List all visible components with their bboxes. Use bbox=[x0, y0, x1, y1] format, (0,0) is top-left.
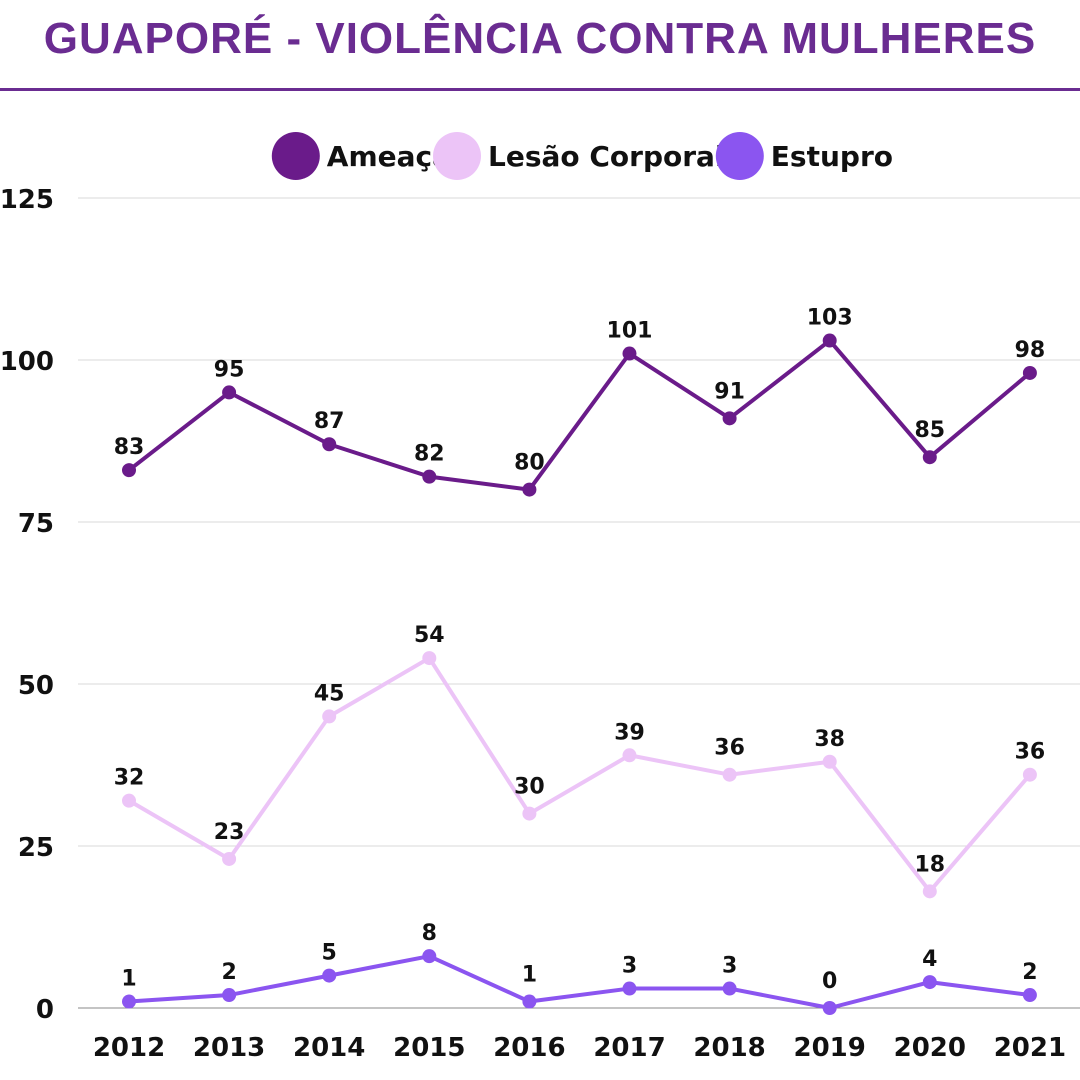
data-label: 95 bbox=[214, 357, 245, 382]
data-label: 38 bbox=[814, 727, 845, 752]
x-tick-label: 2021 bbox=[994, 1033, 1066, 1063]
data-point bbox=[222, 988, 237, 1003]
data-point bbox=[622, 346, 637, 361]
data-point bbox=[922, 884, 937, 899]
y-tick-label: 75 bbox=[18, 509, 54, 539]
x-tick-label: 2015 bbox=[393, 1033, 465, 1063]
data-label: 36 bbox=[1015, 740, 1046, 765]
data-point bbox=[822, 333, 837, 348]
data-point bbox=[722, 981, 737, 996]
data-point bbox=[722, 767, 737, 782]
data-point bbox=[222, 851, 237, 866]
data-point bbox=[522, 806, 537, 821]
data-label: 3 bbox=[622, 954, 637, 979]
data-label: 3 bbox=[722, 954, 737, 979]
data-label: 2 bbox=[1022, 960, 1037, 985]
data-label: 2 bbox=[221, 960, 236, 985]
data-point bbox=[122, 463, 136, 478]
series-line bbox=[127, 338, 1032, 492]
data-label: 0 bbox=[822, 969, 837, 994]
series-lines bbox=[122, 333, 1037, 1015]
data-label: 87 bbox=[314, 409, 345, 434]
title-divider bbox=[0, 88, 1080, 91]
data-point bbox=[522, 482, 537, 497]
data-label: 1 bbox=[522, 963, 537, 988]
data-point bbox=[822, 1001, 837, 1015]
data-label: 4 bbox=[922, 947, 937, 972]
data-point bbox=[322, 437, 337, 452]
x-tick-label: 2017 bbox=[593, 1033, 665, 1063]
data-label: 23 bbox=[214, 820, 245, 845]
data-label: 101 bbox=[607, 319, 653, 344]
x-tick-label: 2014 bbox=[293, 1033, 365, 1063]
series-line bbox=[127, 656, 1032, 894]
data-point bbox=[422, 651, 437, 666]
data-point bbox=[922, 450, 937, 465]
x-axis-ticks: 2012 2013 2014 2015 2016 2017 2018 2019 2020 2021 bbox=[93, 1033, 1066, 1063]
data-point bbox=[422, 949, 437, 964]
legend-label: Estupro bbox=[771, 140, 893, 173]
data-label: 103 bbox=[807, 306, 853, 331]
data-label: 82 bbox=[414, 442, 445, 467]
data-point bbox=[1022, 767, 1037, 782]
legend-swatch bbox=[271, 132, 320, 180]
data-point bbox=[1022, 988, 1037, 1003]
legend-label: Ameaça bbox=[327, 140, 451, 173]
gridlines bbox=[78, 197, 1080, 1009]
data-point bbox=[422, 469, 437, 484]
data-point bbox=[122, 793, 136, 808]
y-tick-label: 100 bbox=[0, 347, 54, 377]
data-label: 8 bbox=[422, 921, 437, 946]
y-tick-label: 0 bbox=[36, 995, 54, 1025]
data-label: 32 bbox=[114, 766, 145, 791]
series-line bbox=[128, 954, 1031, 1010]
x-tick-label: 2019 bbox=[794, 1033, 866, 1063]
data-point bbox=[922, 975, 937, 990]
y-axis-ticks: 0 25 50 75 100 125 bbox=[0, 185, 54, 1025]
data-point bbox=[622, 748, 637, 763]
data-point bbox=[322, 709, 337, 724]
x-tick-label: 2016 bbox=[493, 1033, 565, 1063]
x-tick-label: 2012 bbox=[93, 1033, 165, 1063]
data-point bbox=[222, 385, 237, 400]
y-tick-label: 125 bbox=[0, 185, 54, 215]
legend-swatch bbox=[715, 132, 764, 180]
data-label: 1 bbox=[121, 967, 136, 992]
data-point bbox=[622, 981, 637, 996]
data-label: 30 bbox=[514, 775, 545, 800]
data-point bbox=[122, 994, 136, 1009]
data-label: 36 bbox=[714, 736, 745, 761]
data-label: 85 bbox=[914, 418, 945, 443]
data-point bbox=[522, 994, 537, 1009]
legend-swatch bbox=[433, 132, 481, 180]
data-label: 39 bbox=[614, 720, 645, 745]
data-label: 5 bbox=[322, 941, 337, 966]
data-label: 45 bbox=[314, 681, 345, 706]
x-tick-label: 2018 bbox=[693, 1033, 765, 1063]
data-point bbox=[322, 968, 337, 983]
data-label: 18 bbox=[914, 852, 945, 877]
y-tick-label: 25 bbox=[18, 833, 54, 863]
x-tick-label: 2013 bbox=[193, 1033, 265, 1063]
x-tick-label: 2020 bbox=[894, 1033, 966, 1063]
chart-title: GUAPORÉ - VIOLÊNCIA CONTRA MULHERES bbox=[43, 14, 1037, 63]
legend-label: Lesão Corporal bbox=[488, 140, 725, 173]
data-label: 98 bbox=[1015, 338, 1046, 363]
y-tick-label: 50 bbox=[18, 671, 54, 701]
data-label: 80 bbox=[514, 451, 545, 476]
legend: Ameaça Lesão Corporal Estupro bbox=[271, 132, 893, 180]
data-label: 83 bbox=[114, 435, 145, 460]
data-point bbox=[1022, 365, 1037, 380]
data-point bbox=[722, 411, 737, 426]
data-label: 54 bbox=[414, 623, 445, 648]
data-point bbox=[822, 754, 837, 769]
data-label: 91 bbox=[714, 379, 745, 404]
